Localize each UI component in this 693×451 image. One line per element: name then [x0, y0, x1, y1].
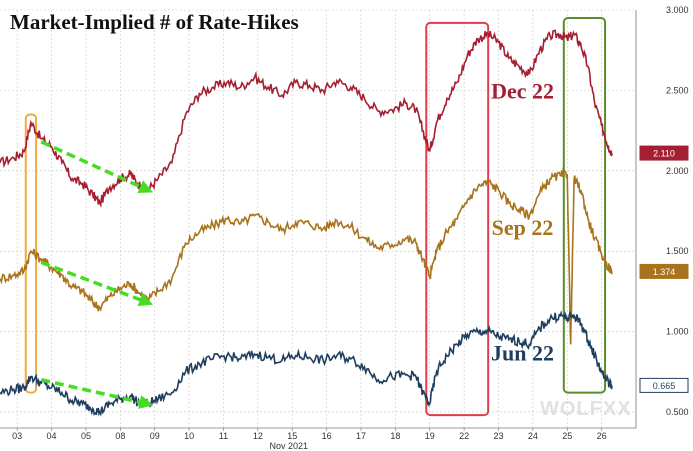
- x-tick-label: 10: [184, 431, 194, 441]
- series-label: Sep 22: [492, 215, 554, 240]
- y-tick-label: 0.500: [666, 407, 689, 417]
- x-tick-label: 15: [287, 431, 297, 441]
- highlight-box: [425, 21, 490, 417]
- x-tick-label: 23: [493, 431, 503, 441]
- y-tick-label: 2.500: [666, 85, 689, 95]
- trend-arrow: [40, 140, 153, 193]
- series-label: Dec 22: [491, 78, 554, 103]
- highlight-box: [24, 113, 38, 394]
- x-tick-label: 18: [390, 431, 400, 441]
- y-tick-label: 2.000: [666, 166, 689, 176]
- x-tick-label: 24: [528, 431, 538, 441]
- x-tick-label: 11: [219, 431, 228, 441]
- x-tick-label: 25: [562, 431, 572, 441]
- y-tick-label: 1.500: [666, 246, 689, 256]
- x-tick-label: 12: [253, 431, 263, 441]
- last-value-badge: [639, 377, 689, 393]
- chart-title: Market-Implied # of Rate-Hikes: [10, 10, 299, 34]
- x-tick-label: 19: [425, 431, 435, 441]
- series-line-jun-22: [0, 310, 613, 417]
- watermark-text: WOLFXX: [540, 398, 632, 420]
- x-tick-label: 04: [47, 431, 57, 441]
- x-tick-label: 16: [322, 431, 332, 441]
- last-value-label: 2.110: [653, 149, 675, 159]
- last-value-badge: [639, 263, 689, 279]
- trend-arrow: [40, 260, 154, 307]
- series-label: Jun 22: [491, 340, 554, 365]
- highlight-box: [562, 17, 607, 394]
- last-value-badge: [639, 145, 689, 161]
- x-tick-label: 17: [356, 431, 366, 441]
- y-tick-label: 1.000: [666, 327, 689, 337]
- x-tick-label: 09: [150, 431, 160, 441]
- x-tick-label: 26: [597, 431, 607, 441]
- y-tick-label: 3.000: [666, 5, 689, 15]
- trend-arrow: [40, 378, 154, 409]
- series-line-sep-22: [0, 167, 613, 345]
- x-tick-label: 08: [115, 431, 125, 441]
- last-value-label: 0.665: [653, 381, 676, 391]
- x-tick-label: 03: [12, 431, 22, 441]
- series-line-dec-22: [0, 29, 613, 208]
- x-tick-label: 22: [459, 431, 469, 441]
- x-tick-label: 05: [81, 431, 91, 441]
- last-value-label: 1.374: [653, 267, 676, 277]
- x-axis-month-label: Nov 2021: [270, 441, 309, 451]
